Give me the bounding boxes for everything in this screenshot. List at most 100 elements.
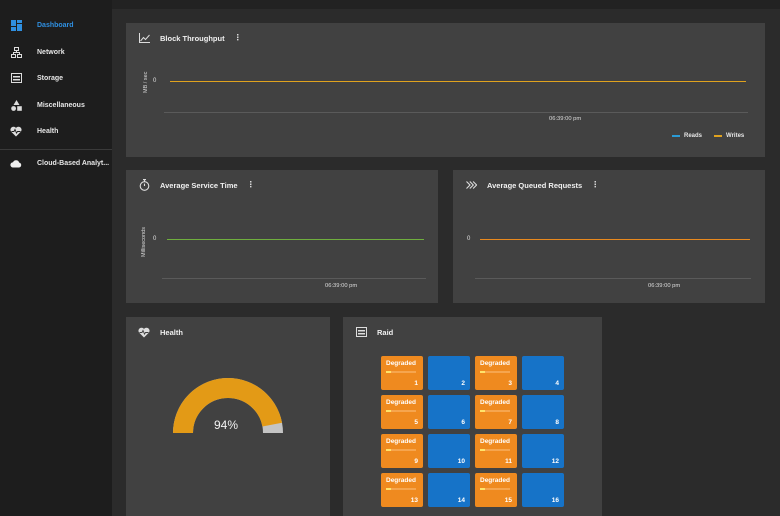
rebuild-progress-bar <box>480 488 510 490</box>
heart-pulse-icon <box>138 326 150 338</box>
progress-fill <box>480 410 485 412</box>
series-line <box>167 239 424 241</box>
raid-disk-tile[interactable]: Degraded 15 <box>475 473 517 507</box>
x-axis-line <box>162 278 426 279</box>
sidebar-item-label: Storage <box>37 74 64 82</box>
rebuild-progress-bar <box>480 410 510 412</box>
raid-disk-tile[interactable]: Degraded 13 <box>381 473 423 507</box>
line-chart-icon <box>138 32 150 44</box>
sidebar: Dashboard Network Storage Miscellaneous … <box>0 0 112 516</box>
x-tick-label: 06:39:00 pm <box>549 116 582 122</box>
raid-disk-tile[interactable]: Degraded 7 <box>475 395 517 429</box>
progress-fill <box>480 488 485 490</box>
card-menu-button[interactable]: ⋮ <box>591 180 600 189</box>
sidebar-item-dashboard[interactable]: Dashboard <box>0 14 112 36</box>
x-tick-label: 06:39:00 pm <box>325 283 358 289</box>
progress-fill <box>480 449 485 451</box>
raid-disk-tile[interactable]: 16 <box>522 473 564 507</box>
disk-number: 16 <box>551 497 559 504</box>
progress-fill <box>386 410 391 412</box>
fast-forward-icon <box>465 179 477 191</box>
disk-number: 7 <box>508 419 512 426</box>
dashboard-icon <box>10 19 22 31</box>
disk-status: Degraded <box>386 477 416 484</box>
card-title: Average Queued Requests <box>487 180 583 190</box>
rebuild-progress-bar <box>480 371 510 373</box>
disk-number: 5 <box>414 419 418 426</box>
disk-status: Degraded <box>480 399 510 406</box>
progress-fill <box>386 449 391 451</box>
sidebar-item-label: Health <box>37 127 59 135</box>
disk-number: 4 <box>555 380 559 387</box>
disk-number: 10 <box>457 458 465 465</box>
raid-disk-tile[interactable]: Degraded 11 <box>475 434 517 468</box>
card-header: Average Queued Requests ⋮ <box>465 178 599 192</box>
raid-disk-tile[interactable]: 6 <box>428 395 470 429</box>
raid-disk-tile[interactable]: 12 <box>522 434 564 468</box>
sidebar-item-health[interactable]: Health <box>0 120 112 142</box>
sidebar-item-label: Network <box>37 48 65 56</box>
disk-number: 1 <box>414 380 418 387</box>
network-icon <box>10 46 22 58</box>
block-throughput-card: Block Throughput ⋮ MB / sec 0 06:39:00 p… <box>126 23 765 157</box>
raid-disk-tile[interactable]: Degraded 5 <box>381 395 423 429</box>
legend-label: Reads <box>684 133 703 139</box>
sidebar-item-miscellaneous[interactable]: Miscellaneous <box>0 94 112 116</box>
disk-status: Degraded <box>386 399 416 406</box>
raid-disk-tile[interactable]: 10 <box>428 434 470 468</box>
storage-icon <box>10 72 22 84</box>
card-header: Raid <box>355 325 393 339</box>
disk-status: Degraded <box>480 477 510 484</box>
disk-number: 8 <box>555 419 559 426</box>
card-header: Average Service Time ⋮ <box>138 178 255 192</box>
disk-number: 6 <box>461 419 465 426</box>
health-card: Health 94% <box>126 317 330 516</box>
series-line <box>480 239 750 241</box>
y-axis-label: Milliseconds <box>141 227 147 257</box>
sidebar-item-cloud-analytics[interactable]: Cloud-Based Analyt... <box>0 152 112 174</box>
average-service-time-card: Average Service Time ⋮ Milliseconds 0 06… <box>126 170 438 303</box>
y-tick-label: 0 <box>153 236 157 242</box>
raid-disk-tile[interactable]: 14 <box>428 473 470 507</box>
raid-card: Raid Degraded 1 2 Degraded 3 4 Degraded 5 6 Degra… <box>343 317 602 516</box>
cloud-icon <box>10 157 22 169</box>
shapes-icon <box>10 99 22 111</box>
chart-legend: Reads Writes <box>660 133 744 139</box>
rebuild-progress-bar <box>386 410 416 412</box>
disk-status: Degraded <box>386 360 416 367</box>
card-menu-button[interactable]: ⋮ <box>233 33 242 42</box>
raid-disk-tile[interactable]: 2 <box>428 356 470 390</box>
heart-pulse-icon <box>10 125 22 137</box>
card-title: Average Service Time <box>160 180 238 190</box>
card-title: Health <box>160 327 183 337</box>
disk-status: Degraded <box>480 360 510 367</box>
legend-item-reads[interactable]: Reads <box>672 133 702 139</box>
x-axis-line <box>475 278 751 279</box>
card-header: Health <box>138 325 183 339</box>
legend-item-writes[interactable]: Writes <box>714 133 744 139</box>
x-tick-label: 06:39:00 pm <box>648 283 681 289</box>
health-gauge <box>173 378 283 434</box>
disk-number: 12 <box>551 458 559 465</box>
raid-disk-tile[interactable]: Degraded 9 <box>381 434 423 468</box>
disk-number: 9 <box>414 458 418 465</box>
rebuild-progress-bar <box>386 449 416 451</box>
rebuild-progress-bar <box>480 449 510 451</box>
raid-disk-tile[interactable]: Degraded 1 <box>381 356 423 390</box>
raid-disk-tile[interactable]: Degraded 3 <box>475 356 517 390</box>
disk-number: 13 <box>410 497 418 504</box>
health-percentage: 94% <box>214 418 239 432</box>
disk-status: Degraded <box>480 438 510 445</box>
y-axis-label: MB / sec <box>143 71 149 93</box>
legend-label: Writes <box>726 133 745 139</box>
raid-disk-tile[interactable]: 8 <box>522 395 564 429</box>
card-title: Block Throughput <box>160 33 225 43</box>
sidebar-divider <box>0 149 112 150</box>
sidebar-item-storage[interactable]: Storage <box>0 67 112 89</box>
card-menu-button[interactable]: ⋮ <box>246 180 255 189</box>
y-tick-label: 0 <box>467 236 471 242</box>
storage-icon <box>355 326 367 338</box>
average-queued-requests-card: Average Queued Requests ⋮ 0 06:39:00 pm <box>453 170 765 303</box>
raid-disk-tile[interactable]: 4 <box>522 356 564 390</box>
sidebar-item-network[interactable]: Network <box>0 41 112 63</box>
